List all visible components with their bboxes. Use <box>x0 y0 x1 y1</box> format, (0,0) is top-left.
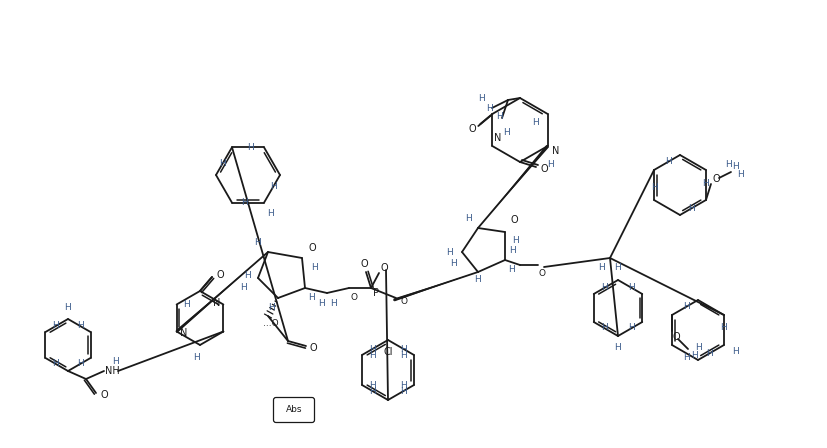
Text: H: H <box>270 182 276 191</box>
Text: H: H <box>478 94 485 103</box>
Text: H: H <box>369 345 375 353</box>
Text: H: H <box>183 300 189 309</box>
Text: H: H <box>705 349 712 358</box>
Text: H: H <box>724 159 731 168</box>
Text: H: H <box>400 380 407 389</box>
Text: H: H <box>614 263 620 272</box>
Polygon shape <box>393 272 477 302</box>
Text: N: N <box>493 133 500 143</box>
Text: O: O <box>538 268 545 277</box>
Text: H: H <box>628 284 634 293</box>
Text: H: H <box>681 353 689 362</box>
Text: H: H <box>65 302 71 311</box>
Text: H: H <box>465 214 472 223</box>
Text: H: H <box>665 157 672 166</box>
Text: O: O <box>672 332 679 342</box>
Text: H: H <box>598 263 605 272</box>
Text: O: O <box>100 390 108 400</box>
Text: H: H <box>731 347 738 356</box>
Text: H: H <box>52 359 60 369</box>
Text: O: O <box>400 297 408 306</box>
Text: H: H <box>446 247 453 257</box>
FancyBboxPatch shape <box>273 397 314 422</box>
Text: O: O <box>216 270 223 280</box>
Text: H: H <box>600 284 607 293</box>
Text: H: H <box>400 350 407 359</box>
Text: H: H <box>112 357 119 366</box>
Text: P: P <box>372 288 379 298</box>
Text: H: H <box>737 169 743 178</box>
Text: H: H <box>368 380 375 389</box>
Text: H: H <box>628 323 634 332</box>
Text: H: H <box>687 204 694 213</box>
Polygon shape <box>477 145 548 228</box>
Text: ...O: ...O <box>263 319 279 328</box>
Text: O: O <box>360 259 367 269</box>
Text: H: H <box>474 276 480 284</box>
Text: H: H <box>682 302 689 311</box>
Text: H: H <box>547 159 553 168</box>
Text: Abs: Abs <box>285 405 302 414</box>
Text: Cl: Cl <box>383 347 392 357</box>
Text: N: N <box>179 328 187 339</box>
Text: H: H <box>694 343 700 352</box>
Text: H: H <box>486 103 493 112</box>
Text: H: H <box>399 345 407 353</box>
Text: H: H <box>399 387 407 396</box>
Text: H: H <box>502 128 509 137</box>
Text: H: H <box>77 359 84 369</box>
Text: H: H <box>600 323 607 332</box>
Text: H: H <box>267 210 274 219</box>
Text: H: H <box>702 178 709 188</box>
Text: H: H <box>308 293 315 302</box>
Text: H: H <box>241 284 247 293</box>
Text: H: H <box>650 182 657 191</box>
Text: H: H <box>732 161 739 171</box>
Text: O: O <box>711 174 719 184</box>
Text: O: O <box>468 124 476 134</box>
Text: H: H <box>690 350 696 359</box>
Text: H: H <box>244 271 251 280</box>
Text: H: H <box>509 246 516 254</box>
Text: O: O <box>509 215 517 225</box>
Text: H: H <box>496 112 503 121</box>
Text: H: H <box>194 353 200 362</box>
Text: O: O <box>351 293 357 302</box>
Text: H: H <box>369 387 375 396</box>
Text: H: H <box>512 236 519 245</box>
Text: H: H <box>241 198 248 207</box>
Text: H: H <box>614 344 620 353</box>
Text: H: H <box>450 259 457 268</box>
Text: H: H <box>311 263 318 272</box>
Text: H: H <box>77 322 84 331</box>
Polygon shape <box>175 252 268 332</box>
Text: O: O <box>308 343 317 353</box>
Text: H: H <box>532 117 538 126</box>
Text: H: H <box>508 266 514 275</box>
Text: O: O <box>380 263 387 273</box>
Text: N: N <box>213 297 220 307</box>
Text: H: H <box>330 298 337 307</box>
Text: H: H <box>255 237 261 246</box>
Text: H: H <box>219 159 226 168</box>
Text: H: H <box>268 302 275 311</box>
Text: H: H <box>719 323 726 332</box>
Text: H: H <box>247 143 254 152</box>
Text: NH: NH <box>104 366 119 376</box>
Text: N: N <box>552 146 559 156</box>
Text: O: O <box>308 243 315 253</box>
Text: H: H <box>318 298 325 307</box>
Text: H: H <box>52 322 60 331</box>
Text: H: H <box>368 350 375 359</box>
Text: O: O <box>539 164 547 174</box>
